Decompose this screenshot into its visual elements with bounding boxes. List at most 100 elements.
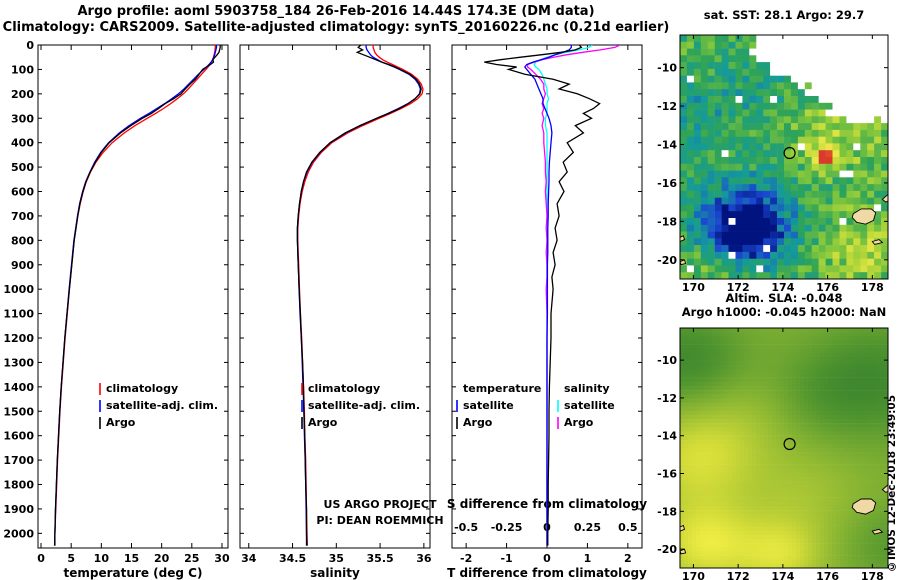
map-lon-label: 178 [861,570,884,580]
diff-curves [484,45,621,546]
island [851,208,877,225]
depth-tick-label: 400 [11,137,34,150]
annotation: US ARGO PROJECT [324,498,437,511]
map-lat-label: -20 [657,254,677,267]
x-tick-label: 10 [94,552,110,565]
x-tick-label: 20 [154,552,170,565]
x-tick-label: 1 [584,552,592,565]
profile-location-marker [783,146,796,160]
x-tick-label: 5 [67,552,75,565]
depth-tick-label: 800 [11,234,34,247]
map-lat-label: -10 [657,354,677,367]
map-frame [679,327,889,569]
map-lat-label: -10 [657,62,677,75]
map-lat-label: -12 [657,392,677,405]
x-tick-label: 34.5 [279,552,306,565]
sst-map: 170 172 174 176 178 -10 -12 -14 -16 -18 -20 [657,34,889,294]
depth-tick-label: 0 [26,39,34,52]
curve-argo [296,45,422,546]
x-tick-label: 36 [416,552,432,565]
depth-tick-label: 1000 [3,283,34,296]
map-frame [679,34,889,280]
island [871,528,884,535]
depth-tick-label: 1100 [3,308,34,321]
sla-cells [680,328,888,568]
depth-tick-label: 100 [11,63,34,76]
inner-tick-label: 0.5 [618,521,638,534]
curve-argo [54,45,221,546]
legend-label: satellite-adj. clim. [308,399,420,412]
map-lon-label: 176 [816,570,839,580]
legend-title: temperature [463,382,541,395]
map-lat-label: -14 [657,430,677,443]
curve-temp-argo [484,45,601,546]
sst-header: sat. SST: 28.1 Argo: 29.7 [703,8,865,22]
depth-tick-label: 2000 [3,527,34,540]
plot-frame [37,44,229,549]
map-lat-label: -16 [657,177,677,190]
x-tick-label: 30 [214,552,230,565]
x-tick-label: 0 [37,552,45,565]
temp-curves [53,45,221,546]
profile-location-marker [783,437,796,451]
x-tick-label: -1 [500,552,512,565]
island [680,524,686,532]
curve-temp-satellite [523,45,572,546]
x-tick-label: 2 [624,552,632,565]
sla-header: Altim. SLA: -0.048 [725,291,843,305]
map-lat-label: -14 [657,139,677,152]
figure-title-line2: Climatology: CARS2009. Satellite-adjuste… [2,20,670,35]
inner-tick-label: -0.5 [454,521,478,534]
x-tick-label: 35.5 [367,552,394,565]
annotation: PI: DEAN ROEMMICH [316,514,443,527]
map-lat-label: -16 [657,468,677,481]
island [851,498,877,515]
depth-tick-label: 1500 [3,405,34,418]
map-lon-label: 170 [682,281,705,294]
map-lon-label: 176 [816,281,839,294]
depth-tick-label: 200 [11,88,34,101]
island [871,239,884,245]
map-lon-label: 174 [771,281,794,294]
depth-tick-label: 1400 [3,381,34,394]
x-tick-label: 35 [329,552,344,565]
map-lon-label: 172 [727,281,750,294]
argo-heights-header: Argo h1000: -0.045 h2000: NaN [681,305,887,319]
x-tick-label: 15 [124,552,139,565]
legend-label: satellite [564,399,615,412]
sla-map: 170 172 174 176 178 -10 -12 -14 -16 -18 -20 [657,327,889,580]
sst-cells [680,35,888,279]
x-tick-label: 34 [241,552,257,565]
depth-tick-label: 1700 [3,454,34,467]
legend-label: Argo [463,416,493,429]
plot-frame [239,44,431,549]
legend-label: Argo [308,416,338,429]
island [680,548,687,555]
depth-tick-label: 900 [11,259,34,272]
map-lon-label: 170 [682,570,705,580]
x-axis-label: T difference from climatology [447,566,647,580]
inner-tick-label: -0.25 [491,521,523,534]
depth-tick-label: 500 [11,161,34,174]
depth-tick-label: 1900 [3,503,34,516]
depth-tick-label: 600 [11,186,34,199]
map-lat-label: -18 [657,505,677,518]
legend-label: Argo [106,416,136,429]
inner-tick-label: 0.25 [574,521,601,534]
island [881,193,888,203]
map-lat-label: -12 [657,100,677,113]
x-axis-label: temperature (deg C) [64,566,203,580]
island [680,235,686,242]
depth-tick-label: 1600 [3,430,34,443]
legend-label: climatology [308,382,380,395]
legend-label: climatology [106,382,178,395]
legend-label: satellite-adj. clim. [106,399,218,412]
depth-tick-label: 1800 [3,479,34,492]
depth-tick-label: 300 [11,112,34,125]
x-tick-label: 25 [184,552,199,565]
map-lon-label: 172 [727,570,750,580]
legend-label: Argo [564,416,594,429]
island [881,484,888,493]
